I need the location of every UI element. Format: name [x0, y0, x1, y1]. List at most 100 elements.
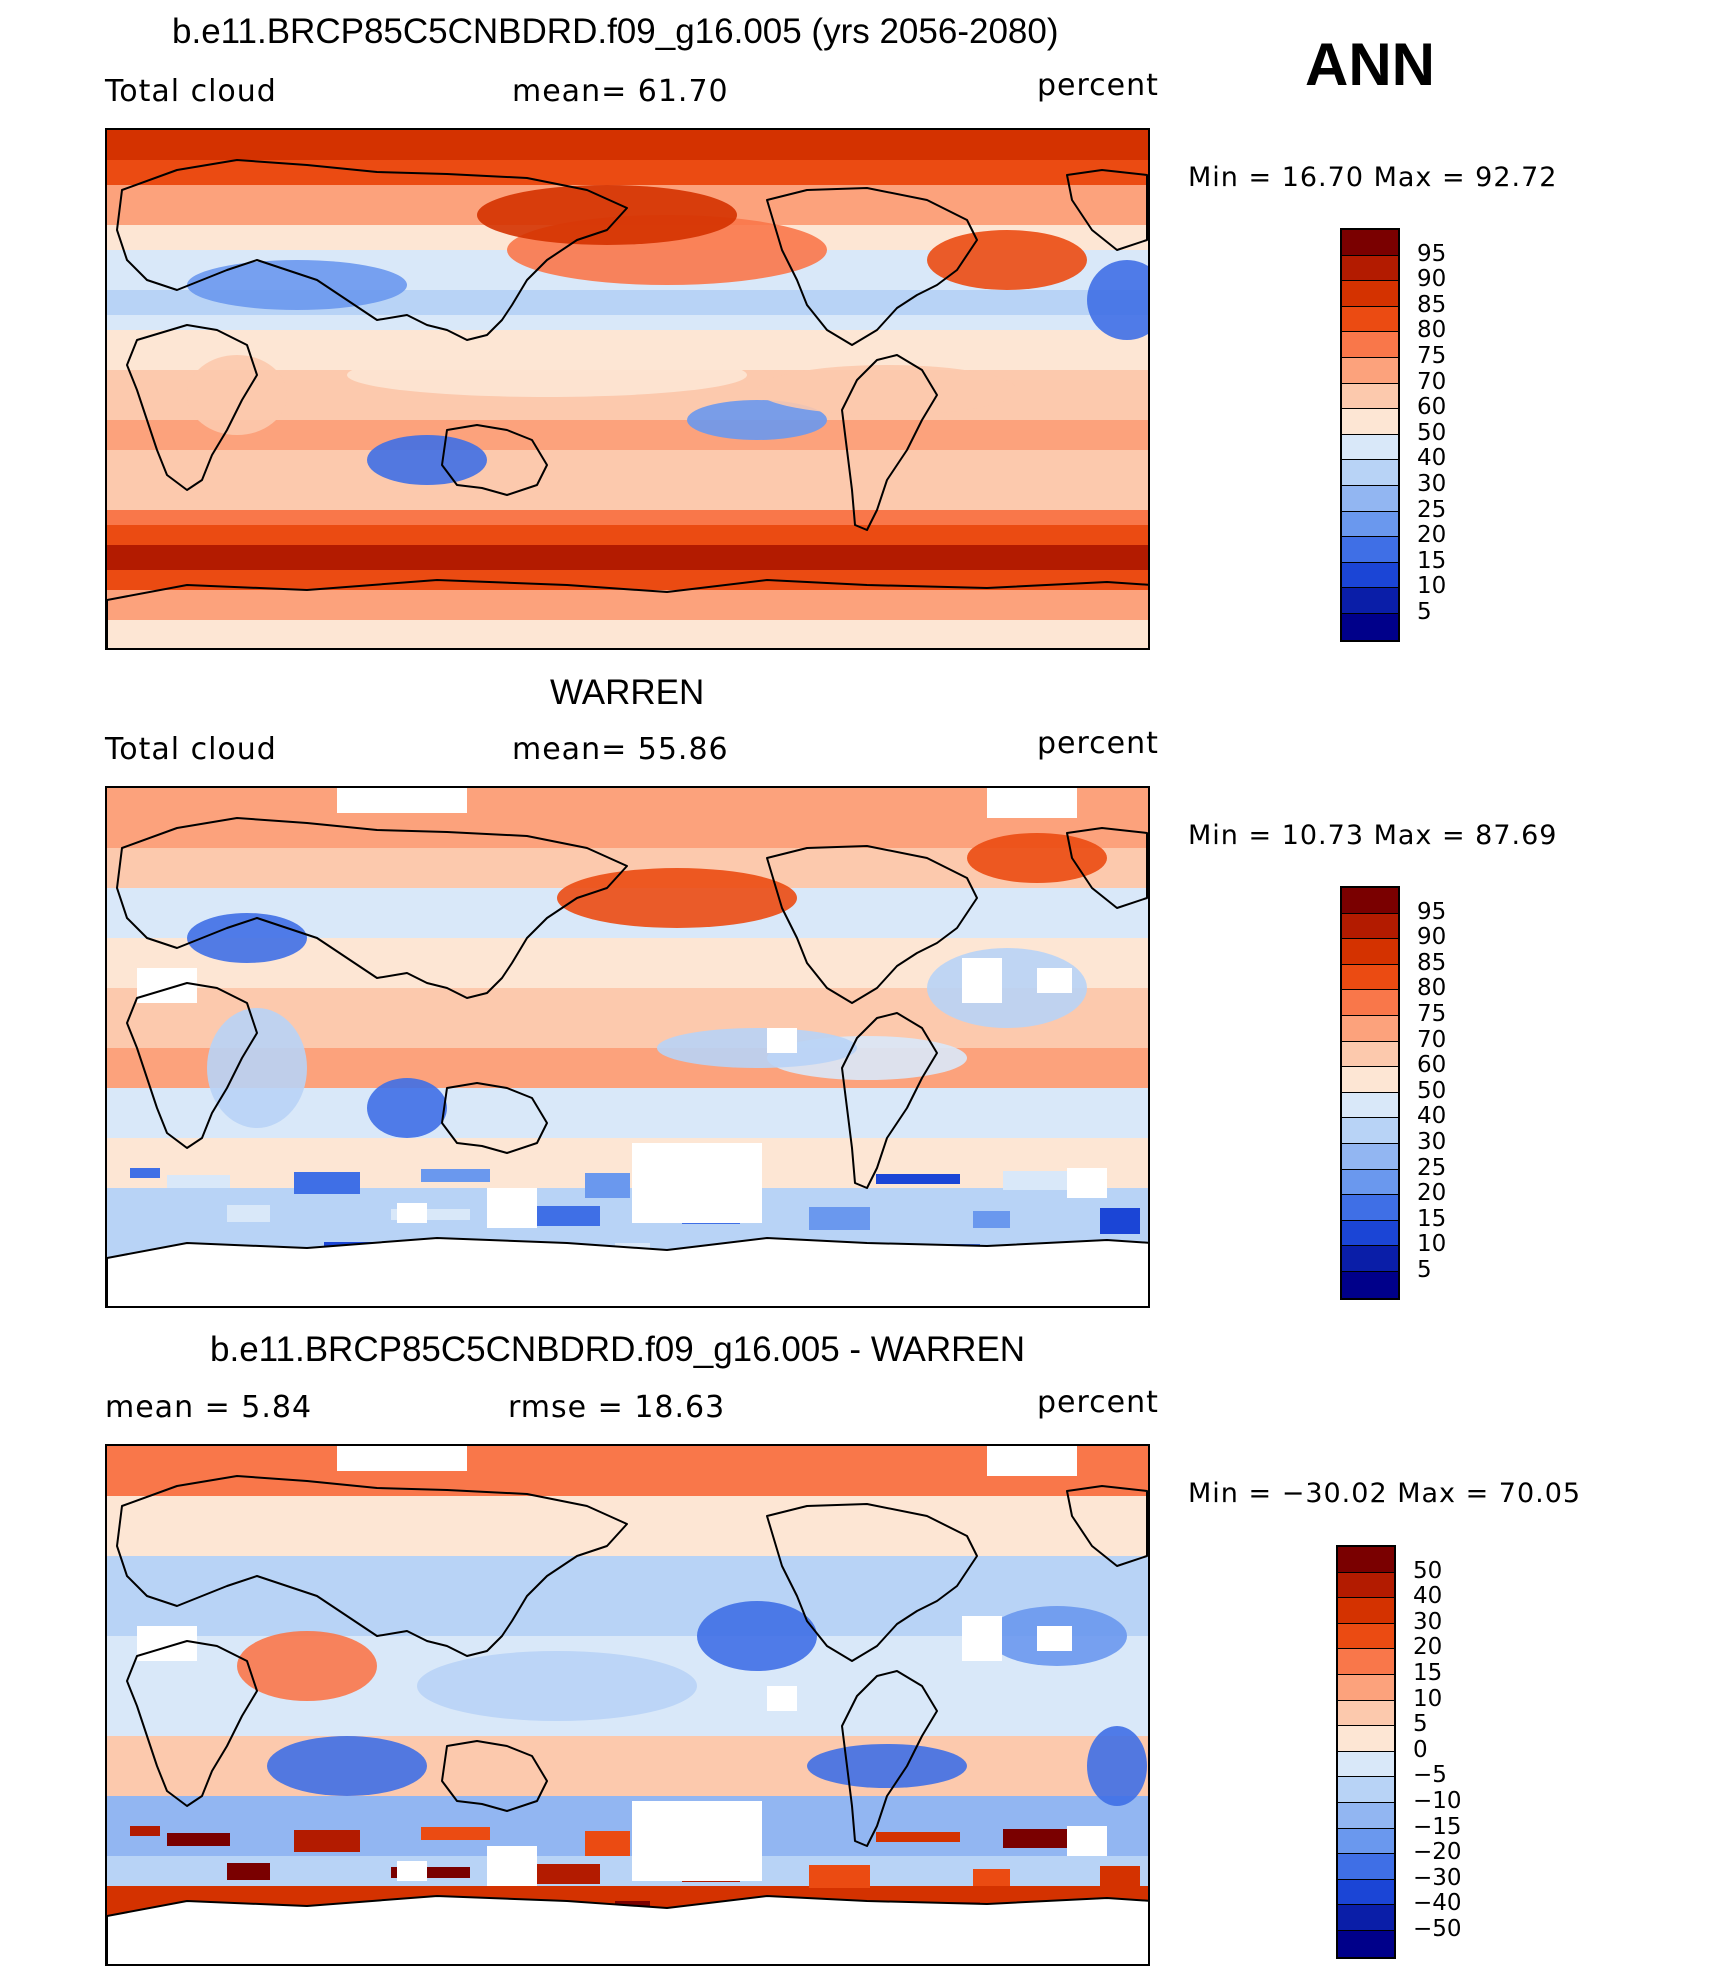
panel-2-title: WARREN	[550, 673, 705, 712]
colorbar-swatch	[1338, 1700, 1394, 1727]
colorbar-swatches	[1340, 886, 1400, 1300]
colorbar-swatch	[1338, 1598, 1394, 1624]
colorbar-swatch	[1342, 1092, 1398, 1119]
colorbar-tick-label: 25	[1417, 1154, 1447, 1181]
colorbar-tick-label: 60	[1417, 1052, 1447, 1079]
colorbar-tick-label: 10	[1417, 573, 1447, 600]
colorbar-swatch	[1338, 1854, 1394, 1880]
colorbar-tick-label: −30	[1413, 1864, 1462, 1891]
panel-3-minmax: Min = −30.02 Max = 70.05	[1188, 1478, 1582, 1509]
colorbar-tick-label: −50	[1413, 1916, 1462, 1942]
colorbar-tick-label: 90	[1417, 266, 1447, 293]
colorbar-tick-label: 30	[1417, 471, 1447, 497]
colorbar-tick-label: 75	[1417, 343, 1447, 369]
colorbar-swatch	[1342, 230, 1398, 256]
colorbar-swatch	[1338, 1930, 1394, 1957]
colorbar-tick-label: 75	[1417, 1001, 1447, 1027]
colorbar-tick-label: 95	[1417, 240, 1447, 267]
colorbar-swatch	[1342, 913, 1398, 940]
colorbar-tick-label: 95	[1417, 898, 1447, 925]
colorbar-tick-label: −15	[1413, 1813, 1462, 1840]
colorbar-tick-label: 10	[1413, 1685, 1443, 1712]
colorbar-swatches	[1340, 228, 1400, 642]
colorbar-swatch	[1342, 1143, 1398, 1170]
colorbar-tick-label: 20	[1417, 1180, 1447, 1207]
colorbar-tick-label: 85	[1417, 949, 1447, 976]
colorbar-swatch	[1338, 1828, 1394, 1855]
colorbar-tick-label: 90	[1417, 924, 1447, 951]
colorbar-tick-label: 50	[1417, 1077, 1447, 1104]
colorbar-tick-label: 20	[1417, 522, 1447, 549]
colorbar-swatch	[1342, 409, 1398, 435]
colorbar-tick-label: 5	[1413, 1711, 1428, 1738]
colorbar-swatch	[1342, 1118, 1398, 1144]
colorbar-tick-label: 60	[1417, 394, 1447, 421]
colorbar-swatch	[1338, 1623, 1394, 1650]
panel-1-title: b.e11.BRCP85C5CNBDRD.f09_g16.005 (yrs 20…	[172, 12, 1059, 51]
colorbar-swatch	[1338, 1879, 1394, 1906]
colorbar-swatch	[1342, 357, 1398, 384]
season-label: ANN	[1305, 31, 1435, 98]
colorbar-swatch	[1342, 1195, 1398, 1221]
colorbar-tick-label: −40	[1413, 1890, 1462, 1917]
colorbar-tick-label: 40	[1413, 1583, 1443, 1610]
colorbar-tick-label: 80	[1417, 317, 1447, 344]
colorbar-tick-label: 20	[1413, 1634, 1443, 1661]
panel-3-units-label: percent	[1037, 1385, 1159, 1420]
panel-2-mean-label: mean= 55.86	[512, 732, 729, 767]
colorbar-tick-label: 40	[1417, 1103, 1447, 1130]
colorbar-tick-label: 85	[1417, 291, 1447, 318]
panel-2-units-label: percent	[1037, 726, 1159, 761]
colorbar-tick-label: 5	[1417, 599, 1432, 625]
colorbar-tick-label: 15	[1417, 547, 1447, 574]
colorbar-swatch	[1338, 1649, 1394, 1675]
colorbar-swatch	[1338, 1802, 1394, 1829]
colorbar-tick-label: 30	[1413, 1608, 1443, 1635]
colorbar-swatch	[1338, 1547, 1394, 1573]
colorbar-tick-label: 10	[1417, 1231, 1447, 1258]
colorbar-swatch	[1342, 1220, 1398, 1247]
panel-2-variable-label: Total cloud	[105, 732, 277, 767]
colorbar-tick-label: 0	[1413, 1736, 1428, 1763]
colorbar-tick-label: 15	[1413, 1660, 1443, 1686]
colorbar-swatch	[1342, 990, 1398, 1016]
panel-3-rmse-label: rmse = 18.63	[508, 1390, 726, 1425]
panel-1-units-label: percent	[1037, 68, 1159, 103]
colorbar-swatch	[1342, 434, 1398, 461]
panel-1-map	[105, 128, 1150, 650]
panel-3-title: b.e11.BRCP85C5CNBDRD.f09_g16.005 - WARRE…	[210, 1330, 1026, 1369]
panel-2-minmax: Min = 10.73 Max = 87.69	[1188, 820, 1558, 851]
colorbar-swatch	[1342, 888, 1398, 914]
colorbar-swatch	[1342, 460, 1398, 486]
colorbar-tick-label: 25	[1417, 496, 1447, 523]
panel-1-minmax: Min = 16.70 Max = 92.72	[1188, 162, 1558, 193]
colorbar-swatch	[1338, 1777, 1394, 1803]
panel-2-map	[105, 786, 1150, 1308]
colorbar-swatch	[1342, 537, 1398, 563]
colorbar-tick-label: 80	[1417, 975, 1447, 1002]
colorbar-swatch	[1342, 613, 1398, 640]
colorbar-swatch	[1342, 1246, 1398, 1272]
colorbar-tick-label: 40	[1417, 445, 1447, 472]
colorbar-tick-label: −20	[1413, 1839, 1462, 1866]
colorbar-tick-label: −5	[1413, 1762, 1447, 1789]
colorbar-swatch	[1338, 1572, 1394, 1599]
colorbar-swatch	[1342, 306, 1398, 333]
colorbar-swatch	[1342, 588, 1398, 614]
panel-3-mean-label: mean = 5.84	[105, 1390, 313, 1425]
colorbar-tick-label: 5	[1417, 1257, 1432, 1283]
colorbar-swatch	[1338, 1726, 1394, 1752]
colorbar-swatch	[1342, 1015, 1398, 1042]
colorbar-swatch	[1342, 281, 1398, 307]
colorbar-swatch	[1338, 1905, 1394, 1931]
colorbar-swatch	[1338, 1674, 1394, 1701]
colorbar-swatch	[1342, 562, 1398, 589]
panel-3-map	[105, 1444, 1150, 1966]
colorbar-swatch	[1342, 939, 1398, 965]
colorbar-swatch	[1342, 332, 1398, 358]
colorbar-swatch	[1342, 485, 1398, 512]
colorbar-swatch	[1342, 383, 1398, 410]
colorbar-tick-label: 70	[1417, 1026, 1447, 1053]
colorbar-tick-label: −10	[1413, 1788, 1462, 1814]
colorbar-swatch	[1342, 964, 1398, 991]
